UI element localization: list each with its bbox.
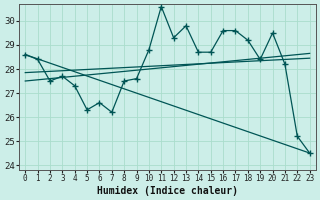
X-axis label: Humidex (Indice chaleur): Humidex (Indice chaleur)	[97, 186, 238, 196]
